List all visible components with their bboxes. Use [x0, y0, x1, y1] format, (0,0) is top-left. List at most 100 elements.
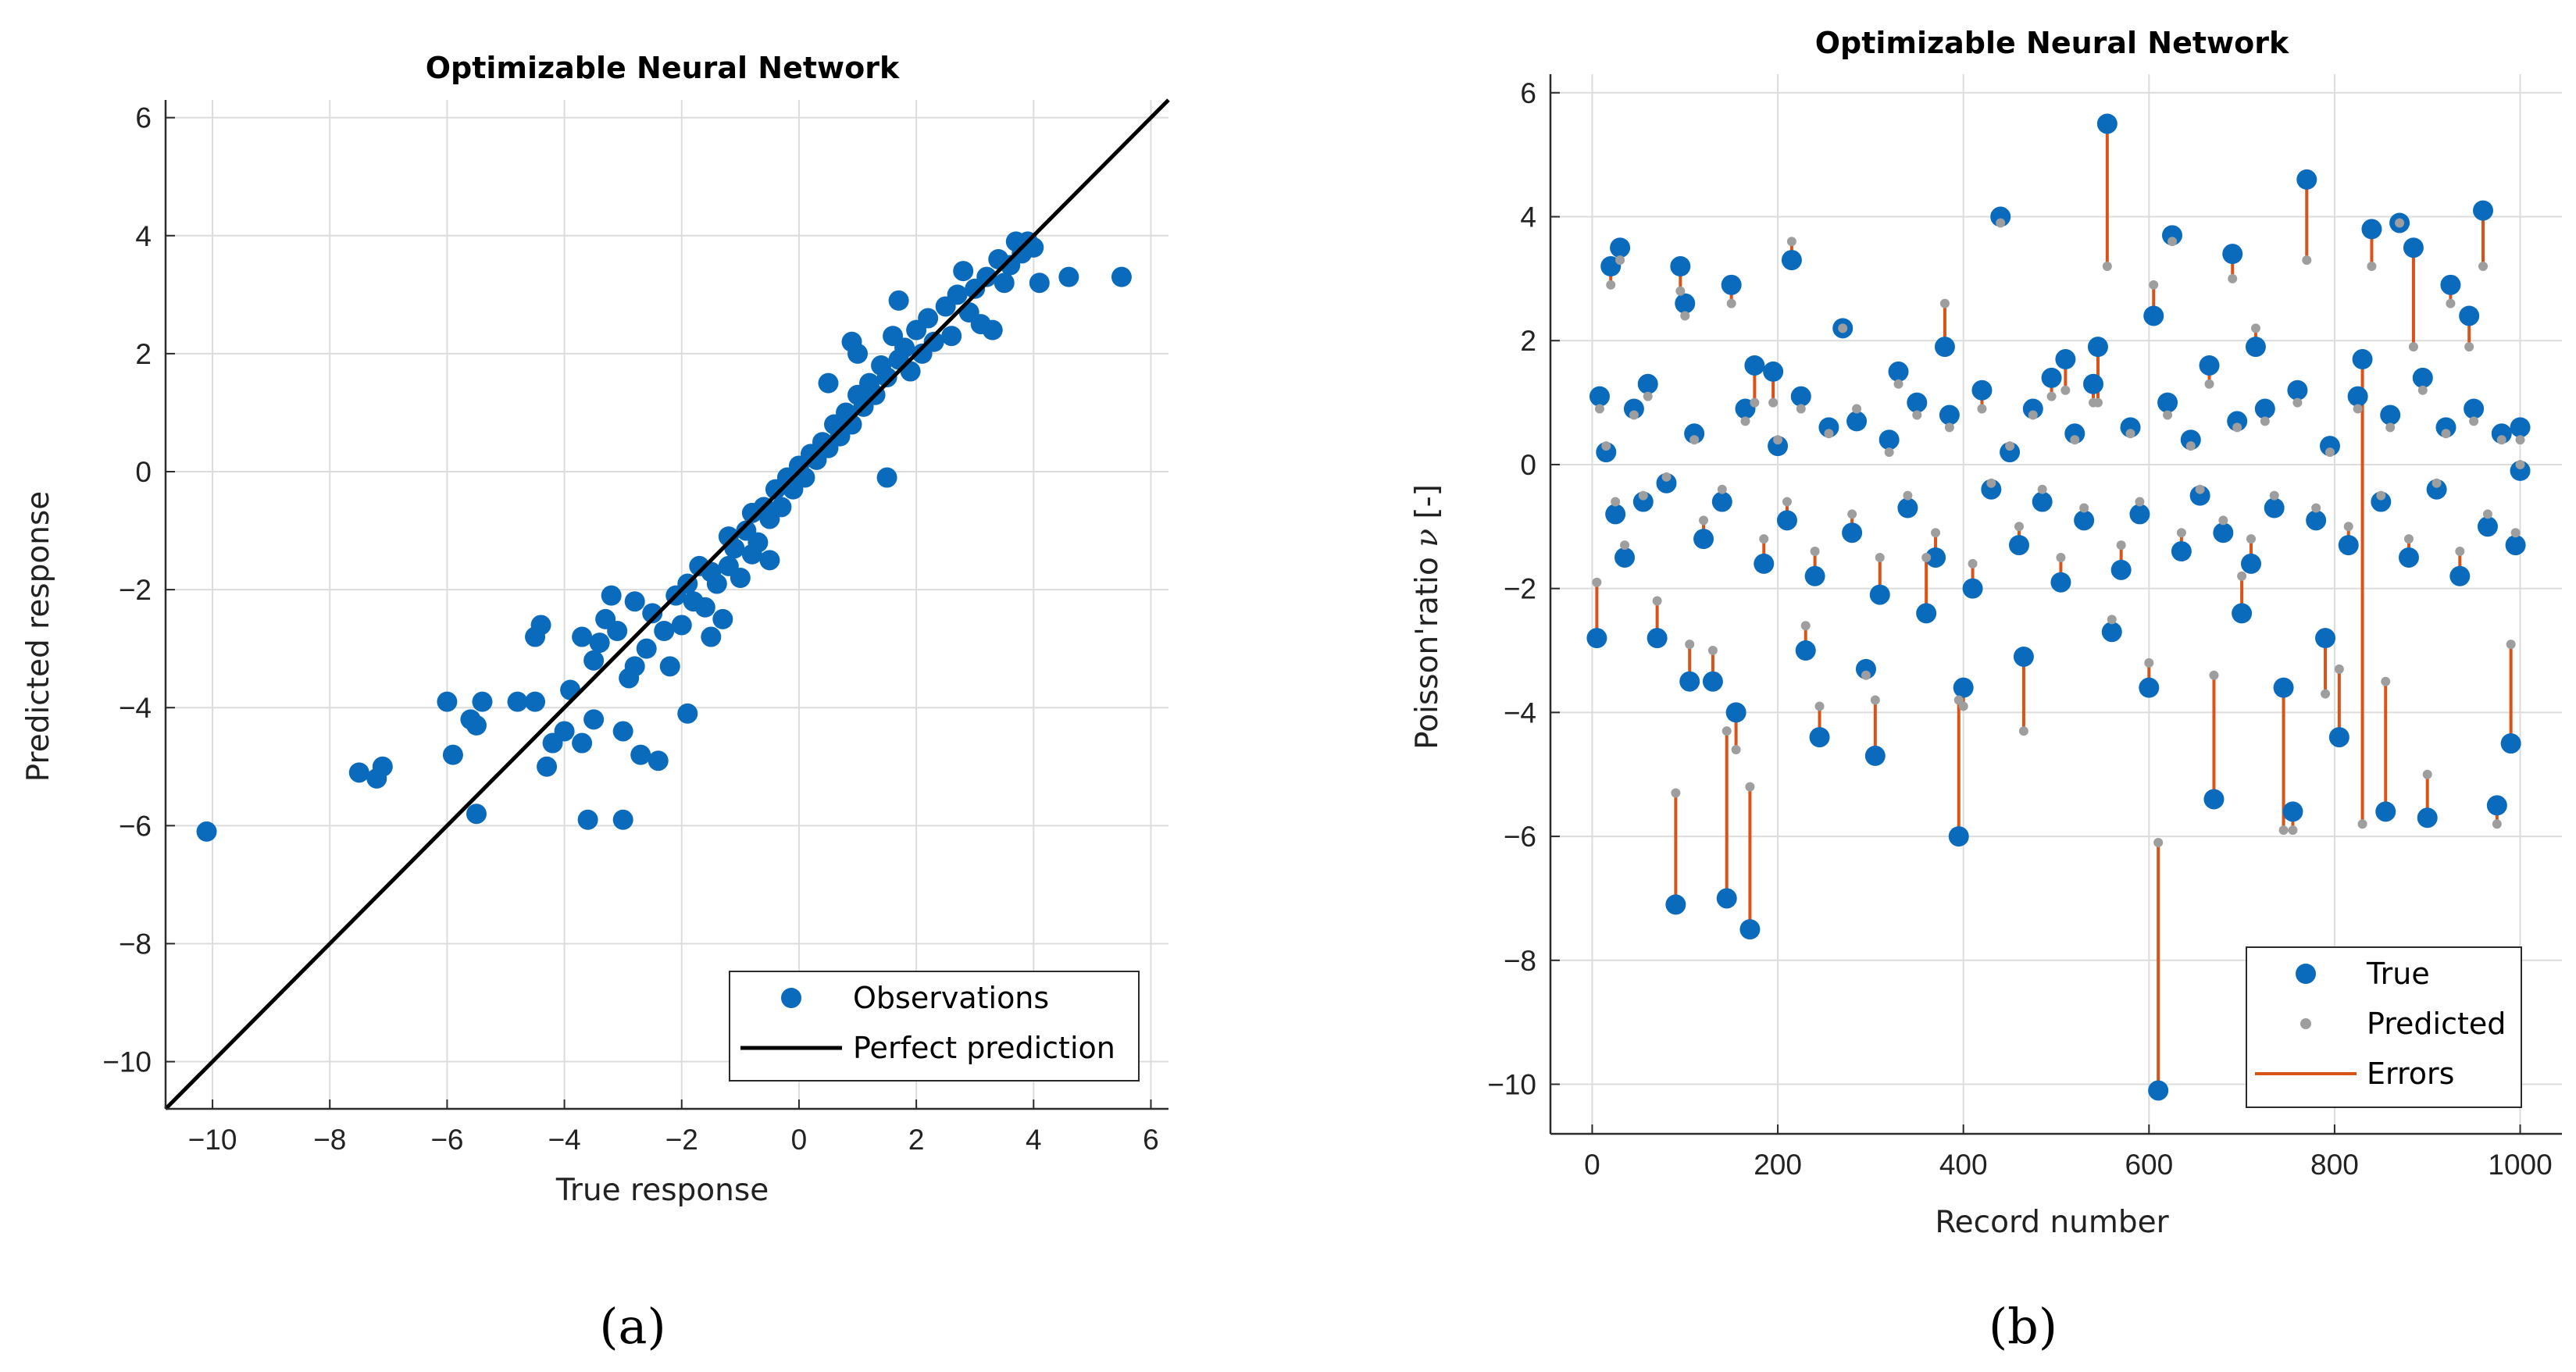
chart-b-legend: True Predicted Errors — [2246, 946, 2522, 1108]
y-tick-label: −10 — [102, 1046, 152, 1078]
predicted-point — [2153, 838, 2164, 848]
predicted-point — [1768, 397, 1779, 408]
predicted-point — [2028, 410, 2038, 420]
y-tick-label: −2 — [1504, 573, 1536, 605]
predicted-point — [2176, 528, 2186, 538]
observation-point — [612, 809, 633, 830]
predicted-point — [1931, 528, 1941, 538]
true-point — [1897, 497, 1918, 519]
predicted-point — [1875, 552, 1885, 562]
predicted-point — [1912, 410, 1922, 420]
true-point — [2464, 398, 2485, 419]
observation-point — [348, 762, 369, 783]
predicted-point — [1685, 640, 1695, 650]
chart-b-ylabel: Poisson'ratio ν [-] — [1410, 484, 1445, 750]
chart-b-legend-true: True — [2366, 957, 2430, 991]
true-point — [1864, 745, 1886, 766]
chart-a-axes — [164, 100, 1168, 1110]
true-point — [1656, 472, 1677, 494]
true-point — [2083, 373, 2104, 394]
predicted-point — [2288, 825, 2298, 836]
true-point — [2296, 169, 2317, 190]
observation-point — [1029, 273, 1050, 294]
predicted-point — [2482, 509, 2492, 519]
observation-point — [876, 467, 897, 488]
predicted-point — [1986, 478, 1996, 488]
observation-point — [818, 372, 839, 394]
y-tick-label: −6 — [1504, 821, 1536, 853]
predicted-point — [2185, 441, 2196, 451]
predicted-point — [2089, 397, 2099, 408]
chart-b-ylabel-symbol: ν — [1410, 529, 1445, 547]
chart-b-xlabel: Record number — [1935, 1205, 2169, 1240]
true-point — [1744, 355, 1765, 376]
true-point — [1888, 361, 1909, 382]
observation-point — [583, 709, 605, 730]
observation-point — [630, 744, 651, 765]
true-point — [1948, 826, 1969, 847]
observation-point — [694, 597, 715, 618]
predicted-point — [1707, 646, 1718, 656]
true-point — [2129, 504, 2150, 525]
true-point — [2157, 392, 2178, 413]
true-point — [1725, 702, 1746, 723]
chart-b-ylabel-suffix: [-] — [1410, 484, 1445, 529]
y-tick-label: 4 — [135, 220, 152, 252]
predicted-point — [2144, 657, 2154, 668]
predicted-point — [1958, 701, 1968, 711]
predicted-point — [1800, 621, 1811, 631]
predicted-point — [1638, 490, 1648, 501]
true-point — [2013, 646, 2034, 667]
observation-point — [636, 638, 657, 659]
true-point — [1665, 894, 1686, 915]
predicted-point — [2005, 441, 2015, 451]
predicted-point — [2403, 534, 2414, 544]
predicted-point — [2381, 676, 2391, 686]
predicted-point — [2324, 447, 2335, 458]
true-point — [2087, 337, 2108, 358]
predicted-point — [1606, 280, 1616, 290]
predicted-point — [1861, 670, 1871, 680]
observation-point — [677, 703, 698, 724]
predicted-point — [2432, 478, 2442, 488]
observation-point — [841, 414, 862, 435]
predicted-point — [2204, 379, 2214, 389]
perfect-prediction-line — [164, 98, 1170, 1110]
predicted-point — [1717, 484, 1727, 494]
predicted-point — [2060, 385, 2071, 395]
y-tick-label: 4 — [1520, 201, 1536, 233]
true-point — [2213, 522, 2234, 543]
true-point — [1781, 250, 1802, 271]
true-point — [2171, 541, 2192, 562]
true-point — [2222, 244, 2243, 265]
observation-point — [648, 750, 669, 772]
true-point — [2510, 417, 2531, 438]
predicted-point — [1611, 497, 1621, 507]
predicted-point — [1726, 298, 1736, 308]
true-point — [1790, 386, 1811, 407]
true-point — [1990, 206, 2011, 227]
predicted-point — [2250, 323, 2260, 333]
true-point — [1754, 553, 1775, 574]
predicted-point — [1814, 701, 1825, 711]
observation-point — [918, 308, 939, 329]
chart-a: Optimizable Neural Network −10 −8 −6 −4 −2 0 2… — [21, 51, 1170, 1355]
true-point — [2412, 367, 2433, 388]
observation-point — [530, 615, 551, 636]
predicted-point — [2292, 397, 2303, 408]
observation-point — [671, 615, 692, 636]
x-tick-label: 600 — [2125, 1149, 2173, 1181]
predicted-point — [2441, 429, 2451, 439]
true-point — [2120, 417, 2141, 438]
chart-b-legend-predicted: Predicted — [2367, 1007, 2506, 1041]
true-point — [1925, 547, 1946, 568]
true-point — [1679, 671, 1700, 692]
chart-b-axes — [1549, 74, 2562, 1135]
predicted-point — [1740, 416, 1750, 426]
predicted-point — [2149, 280, 2159, 290]
predicted-point — [2278, 825, 2289, 836]
observation-point — [196, 821, 217, 842]
y-tick-label: 6 — [1520, 77, 1536, 109]
chart-b-true-points — [1586, 113, 2531, 1101]
